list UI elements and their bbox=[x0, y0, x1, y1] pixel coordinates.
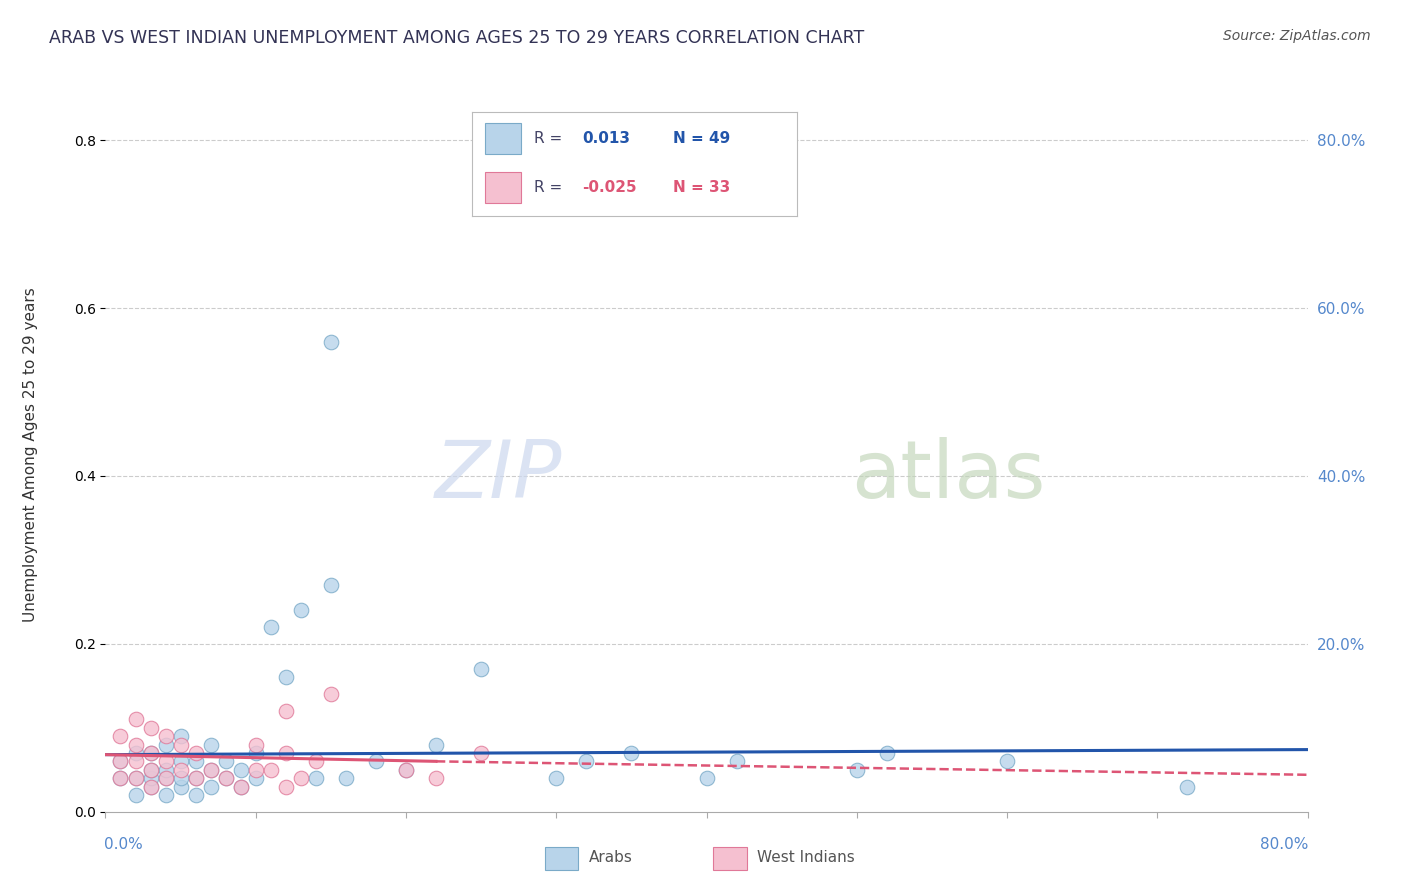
Point bbox=[139, 771, 162, 785]
Point bbox=[124, 771, 146, 785]
Point bbox=[395, 763, 418, 777]
Point bbox=[169, 771, 191, 785]
Point bbox=[229, 780, 252, 794]
Point bbox=[155, 729, 177, 743]
Point bbox=[546, 771, 568, 785]
Point bbox=[229, 780, 252, 794]
Point bbox=[155, 771, 177, 785]
Point bbox=[200, 780, 222, 794]
Point bbox=[305, 755, 328, 769]
Text: Arabs: Arabs bbox=[589, 850, 633, 864]
Point bbox=[110, 729, 132, 743]
Point bbox=[620, 746, 643, 760]
Point bbox=[155, 763, 177, 777]
Point bbox=[200, 763, 222, 777]
Point bbox=[184, 755, 207, 769]
Point bbox=[139, 780, 162, 794]
Text: atlas: atlas bbox=[851, 437, 1045, 516]
Point bbox=[260, 763, 283, 777]
Point bbox=[229, 763, 252, 777]
Point bbox=[124, 712, 146, 726]
Point bbox=[290, 603, 312, 617]
Point bbox=[124, 755, 146, 769]
Point bbox=[139, 763, 162, 777]
Point bbox=[319, 334, 342, 349]
Point bbox=[139, 721, 162, 735]
Point bbox=[169, 738, 191, 752]
Point bbox=[214, 771, 236, 785]
Point bbox=[395, 763, 418, 777]
Point bbox=[124, 788, 146, 802]
Point bbox=[319, 687, 342, 701]
Point bbox=[425, 771, 447, 785]
Point bbox=[169, 729, 191, 743]
Text: Source: ZipAtlas.com: Source: ZipAtlas.com bbox=[1223, 29, 1371, 43]
Point bbox=[200, 763, 222, 777]
Point bbox=[290, 771, 312, 785]
Point bbox=[725, 755, 748, 769]
Point bbox=[124, 738, 146, 752]
Point bbox=[575, 755, 598, 769]
Point bbox=[335, 771, 357, 785]
FancyBboxPatch shape bbox=[544, 847, 578, 870]
Point bbox=[995, 755, 1018, 769]
Text: Unemployment Among Ages 25 to 29 years: Unemployment Among Ages 25 to 29 years bbox=[24, 287, 38, 623]
Point bbox=[184, 746, 207, 760]
Point bbox=[184, 788, 207, 802]
Point bbox=[139, 746, 162, 760]
Point bbox=[274, 704, 297, 718]
Point bbox=[169, 763, 191, 777]
Point bbox=[139, 763, 162, 777]
Point bbox=[845, 763, 868, 777]
Point bbox=[245, 738, 267, 752]
Text: 0.0%: 0.0% bbox=[104, 837, 143, 852]
Point bbox=[124, 746, 146, 760]
Point bbox=[169, 755, 191, 769]
Point bbox=[110, 771, 132, 785]
Point bbox=[169, 780, 191, 794]
Point bbox=[260, 620, 283, 634]
Text: ZIP: ZIP bbox=[434, 437, 562, 516]
Point bbox=[1175, 780, 1198, 794]
Point bbox=[470, 662, 492, 676]
Point bbox=[425, 738, 447, 752]
Point bbox=[319, 578, 342, 592]
Point bbox=[245, 746, 267, 760]
Text: ARAB VS WEST INDIAN UNEMPLOYMENT AMONG AGES 25 TO 29 YEARS CORRELATION CHART: ARAB VS WEST INDIAN UNEMPLOYMENT AMONG A… bbox=[49, 29, 865, 46]
Point bbox=[470, 746, 492, 760]
Point bbox=[139, 780, 162, 794]
Point bbox=[110, 771, 132, 785]
Point bbox=[184, 771, 207, 785]
FancyBboxPatch shape bbox=[713, 847, 747, 870]
Point bbox=[214, 771, 236, 785]
Text: West Indians: West Indians bbox=[758, 850, 855, 864]
Point bbox=[876, 746, 898, 760]
Text: 80.0%: 80.0% bbox=[1260, 837, 1309, 852]
Point bbox=[155, 771, 177, 785]
Point bbox=[124, 771, 146, 785]
Point bbox=[274, 670, 297, 684]
Point bbox=[245, 771, 267, 785]
Point bbox=[245, 763, 267, 777]
Point bbox=[155, 738, 177, 752]
Point bbox=[274, 780, 297, 794]
Point bbox=[214, 755, 236, 769]
Point bbox=[110, 755, 132, 769]
Point bbox=[696, 771, 718, 785]
Point bbox=[200, 738, 222, 752]
Point bbox=[155, 788, 177, 802]
Point bbox=[155, 755, 177, 769]
Point bbox=[274, 746, 297, 760]
Point bbox=[364, 755, 387, 769]
Point bbox=[110, 755, 132, 769]
Point bbox=[139, 746, 162, 760]
Point bbox=[184, 771, 207, 785]
Point bbox=[305, 771, 328, 785]
